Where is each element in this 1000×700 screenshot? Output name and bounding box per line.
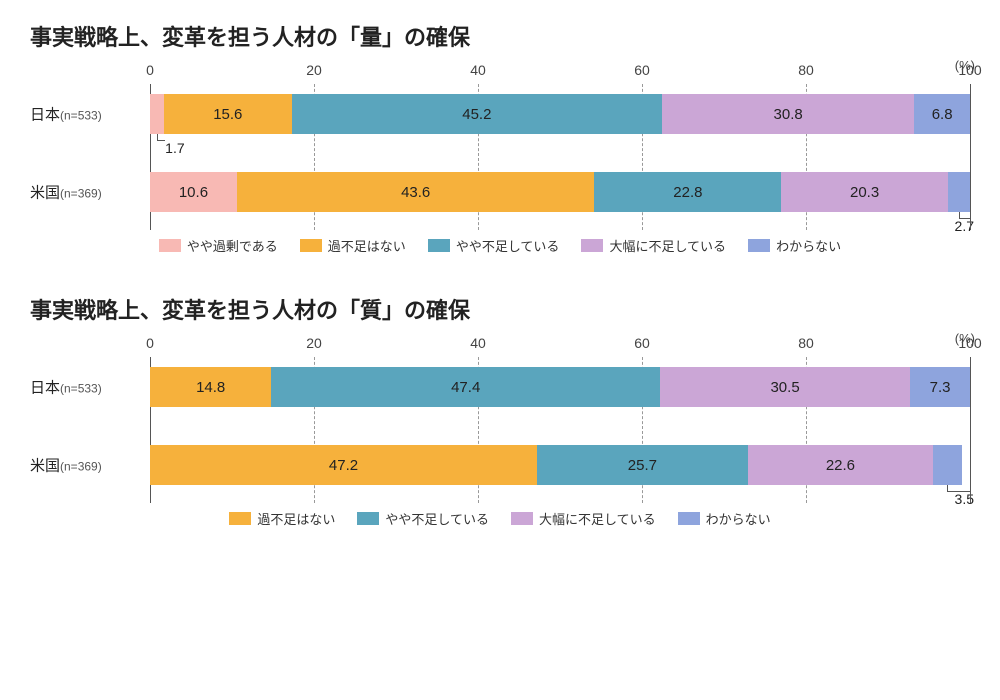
- segment-value: 10.6: [179, 184, 208, 201]
- chart-block: 事実戦略上、変革を担う人材の「質」の確保(%)020406080100日本(n=…: [30, 293, 970, 528]
- stacked-bar: 47.2 25.7 22.6: [150, 445, 970, 485]
- legend-swatch: [748, 239, 770, 252]
- grid-line: [970, 357, 971, 503]
- bar-row: 米国(n=369)2.710.643.622.820.3: [150, 168, 970, 216]
- row-label-main: 日本: [30, 107, 60, 124]
- legend-item: 大幅に不足している: [581, 236, 726, 255]
- segment-value: 43.6: [401, 184, 430, 201]
- bar-segment: 22.6: [748, 445, 933, 485]
- legend-swatch: [511, 512, 533, 525]
- row-label: 日本(n=533): [30, 104, 145, 125]
- bar-segment: 10.6: [150, 172, 237, 212]
- legend-swatch: [229, 512, 251, 525]
- bar-segment: 20.3: [781, 172, 947, 212]
- legend-swatch: [300, 239, 322, 252]
- row-label: 日本(n=533): [30, 377, 145, 398]
- row-label-n: (n=369): [60, 187, 102, 201]
- legend-swatch: [428, 239, 450, 252]
- stacked-bar: 10.6 43.6 22.8 20.3: [150, 172, 970, 212]
- legend-label: やや不足している: [456, 236, 560, 255]
- legend-item: やや不足している: [357, 509, 489, 528]
- segment-value: 22.6: [826, 457, 855, 474]
- segment-value: 22.8: [673, 184, 702, 201]
- legend-label: やや不足している: [385, 509, 489, 528]
- row-label: 米国(n=369): [30, 455, 145, 476]
- bar-segment: 7.3: [910, 367, 970, 407]
- segment-value: 15.6: [213, 106, 242, 123]
- legend: 過不足はない やや不足している 大幅に不足している わからない: [30, 509, 970, 528]
- segment-value: 47.4: [451, 379, 480, 396]
- callout-value: 1.7: [165, 140, 184, 156]
- legend: やや過剰である 過不足はない やや不足している 大幅に不足している わからない: [30, 236, 970, 255]
- chart-title: 事実戦略上、変革を担う人材の「質」の確保: [30, 293, 970, 325]
- row-label-n: (n=533): [60, 382, 102, 396]
- bar-segment: 30.5: [660, 367, 910, 407]
- legend-item: 大幅に不足している: [511, 509, 656, 528]
- segment-value: 7.3: [930, 379, 951, 396]
- bar-segment: 6.8: [914, 94, 970, 134]
- legend-item: やや不足している: [428, 236, 560, 255]
- legend-label: 過不足はない: [257, 509, 335, 528]
- legend-label: 大幅に不足している: [539, 509, 656, 528]
- row-label-main: 日本: [30, 380, 60, 397]
- bar-segment: 45.2: [292, 94, 662, 134]
- bar-segment: 25.7: [537, 445, 748, 485]
- bar-segment: 22.8: [594, 172, 781, 212]
- segment-value: 45.2: [462, 106, 491, 123]
- callout-value: 3.5: [955, 491, 974, 507]
- bar-segment: 43.6: [237, 172, 595, 212]
- segment-value: 20.3: [850, 184, 879, 201]
- bar-segment: 47.2: [150, 445, 537, 485]
- legend-label: わからない: [706, 509, 771, 528]
- legend-label: 大幅に不足している: [609, 236, 726, 255]
- bar-segment: [933, 445, 962, 485]
- row-label-n: (n=533): [60, 109, 102, 123]
- legend-item: やや過剰である: [159, 236, 278, 255]
- plot-area: (%)020406080100日本(n=533)1.715.645.230.86…: [150, 62, 970, 230]
- bar-segment: 15.6: [164, 94, 292, 134]
- segment-value: 30.8: [774, 106, 803, 123]
- legend-item: 過不足はない: [229, 509, 335, 528]
- row-label: 米国(n=369): [30, 182, 145, 203]
- segment-value: 6.8: [932, 106, 953, 123]
- chart-title: 事実戦略上、変革を担う人材の「量」の確保: [30, 20, 970, 52]
- legend-item: 過不足はない: [300, 236, 406, 255]
- bar-row: 米国(n=369)3.547.225.722.6: [150, 441, 970, 489]
- bar-segment: 30.8: [662, 94, 914, 134]
- legend-label: やや過剰である: [187, 236, 278, 255]
- row-label-main: 米国: [30, 185, 60, 202]
- legend-swatch: [581, 239, 603, 252]
- segment-value: 30.5: [770, 379, 799, 396]
- legend-label: 過不足はない: [328, 236, 406, 255]
- chart-block: 事実戦略上、変革を担う人材の「量」の確保(%)020406080100日本(n=…: [30, 20, 970, 255]
- legend-label: わからない: [776, 236, 841, 255]
- bar-row: 日本(n=533)14.847.430.57.3: [150, 363, 970, 411]
- legend-item: わからない: [748, 236, 841, 255]
- rows: 日本(n=533)1.715.645.230.86.8米国(n=369)2.71…: [150, 62, 970, 216]
- legend-swatch: [159, 239, 181, 252]
- bar-segment: 47.4: [271, 367, 660, 407]
- segment-value: 14.8: [196, 379, 225, 396]
- grid-line: [970, 84, 971, 230]
- callout-value: 2.7: [955, 218, 974, 234]
- bar-segment: 14.8: [150, 367, 271, 407]
- stacked-bar: 15.6 45.2 30.8 6.8: [150, 94, 970, 134]
- bar-row: 日本(n=533)1.715.645.230.86.8: [150, 90, 970, 138]
- bar-segment: [948, 172, 970, 212]
- callout-line: [157, 140, 165, 141]
- legend-item: わからない: [678, 509, 771, 528]
- rows: 日本(n=533)14.847.430.57.3米国(n=369)3.547.2…: [150, 335, 970, 489]
- row-label-n: (n=369): [60, 460, 102, 474]
- legend-swatch: [357, 512, 379, 525]
- plot-area: (%)020406080100日本(n=533)14.847.430.57.3米…: [150, 335, 970, 503]
- row-label-main: 米国: [30, 458, 60, 475]
- legend-swatch: [678, 512, 700, 525]
- segment-value: 25.7: [628, 457, 657, 474]
- stacked-bar: 14.8 47.4 30.5 7.3: [150, 367, 970, 407]
- bar-segment: [150, 94, 164, 134]
- segment-value: 47.2: [329, 457, 358, 474]
